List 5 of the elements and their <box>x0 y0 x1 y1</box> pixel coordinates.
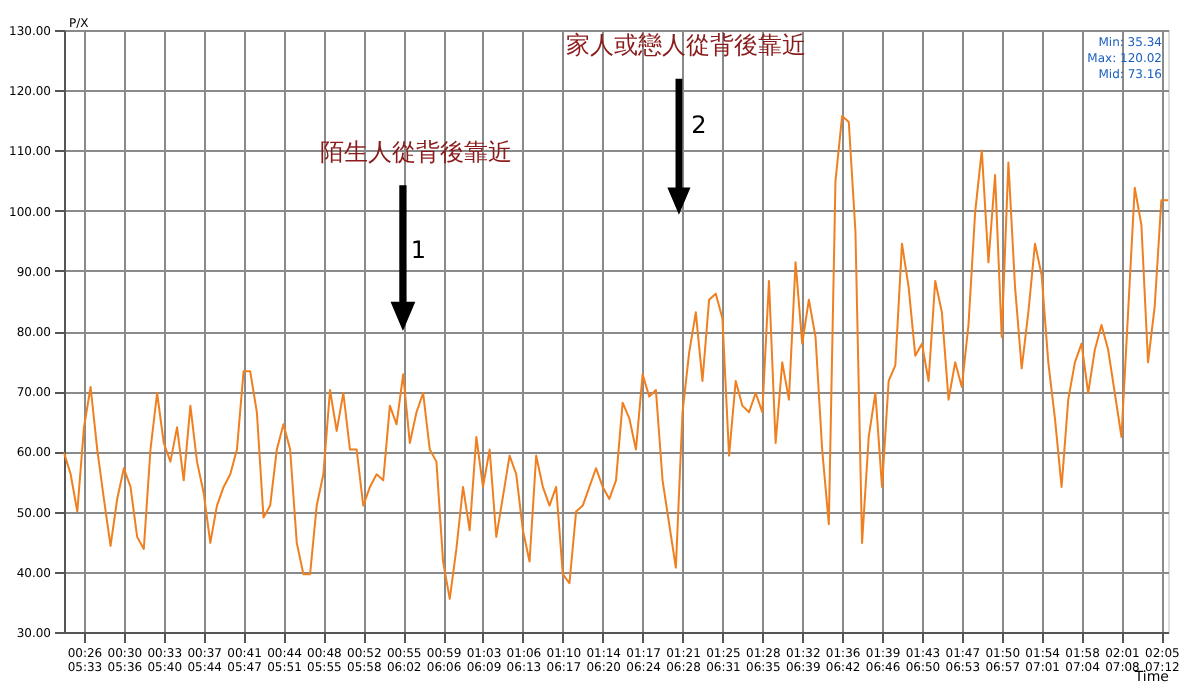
annotation: 陌生人從背後靠近 <box>320 137 513 166</box>
annotation: 家人或戀人從背後靠近 <box>565 31 806 60</box>
annotation: 2 <box>691 111 707 140</box>
line-series <box>63 115 1169 600</box>
annotation: 1 <box>410 236 427 265</box>
